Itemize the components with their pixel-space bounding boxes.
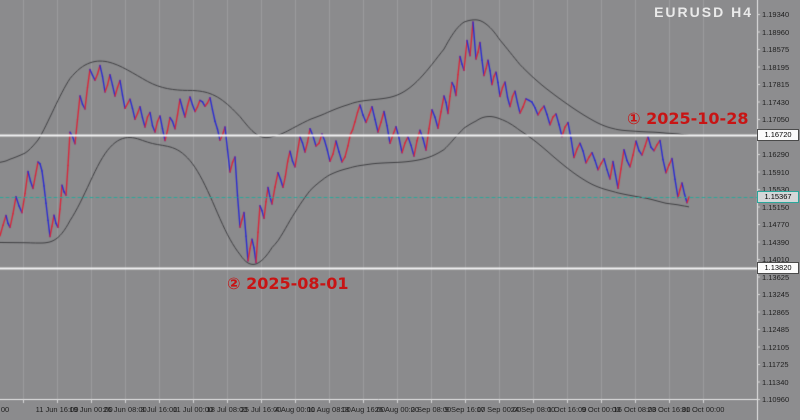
- time-axis-label: 25 Jul 16:00: [240, 405, 282, 414]
- annotation-1[interactable]: ① 2025-10-28: [627, 109, 749, 128]
- time-axis-label: 00: [0, 405, 10, 414]
- time-axis-label: 31 Oct 00:00: [681, 405, 725, 414]
- time-axis-label: 26 Jun 08:00: [103, 405, 147, 414]
- time-axis-label: 3 Jul 16:00: [140, 405, 178, 414]
- time-axis-label: 1 Oct 16:00: [547, 405, 587, 414]
- price-axis-label: 1.12105: [762, 342, 790, 352]
- price-axis-label: 1.18960: [762, 27, 790, 37]
- price-axis-label: 1.17050: [762, 115, 790, 124]
- price-axis-label: 1.18575: [762, 45, 790, 54]
- time-axis-label: 26 Aug 00:00: [374, 405, 420, 414]
- time-axis-label: 16 Oct 08:00: [613, 405, 657, 414]
- time-axis-label: 9 Sep 16:00: [444, 405, 486, 414]
- hline-price-tag: 1.16720: [757, 128, 799, 141]
- price-axis-label: 1.18195: [762, 62, 790, 72]
- price-axis-label: 1.14770: [762, 220, 790, 229]
- price-axis-label: 1.14010: [762, 255, 790, 264]
- time-axis-label: 4 Aug 00:00: [274, 405, 316, 414]
- price-axis-label: 1.14390: [762, 237, 790, 247]
- time-axis-label: 18 Jul 08:00: [206, 405, 248, 414]
- price-axis-label: 1.17815: [762, 80, 790, 89]
- price-axis-label: 1.12865: [762, 307, 790, 317]
- price-axis-label: 1.15150: [762, 202, 790, 212]
- price-axis-label: 1.11340: [762, 377, 789, 387]
- price-axis-label: 1.11725: [762, 360, 789, 369]
- price-axis-label: 1.10960: [762, 395, 790, 404]
- price-axis-label: 1.13245: [762, 290, 790, 299]
- price-axis-label: 1.17430: [762, 97, 790, 107]
- time-axis-label: 19 Jun 00:00: [69, 405, 113, 414]
- annotation-2[interactable]: ② 2025-08-01: [227, 274, 349, 293]
- price-axis-label: 1.15530: [762, 185, 790, 194]
- time-axis-label: 11 Jun 16:00: [35, 405, 79, 414]
- hline-price-tag: 1.13820: [757, 262, 799, 275]
- price-axis-label: 1.15910: [762, 167, 790, 177]
- time-axis-label: 11 Jul 00:00: [172, 405, 214, 414]
- time-axis-label: 2 Sep 08:00: [410, 405, 452, 414]
- time-axis-label: 9 Oct 00:00: [581, 405, 621, 414]
- time-axis-label: 23 Oct 16:00: [647, 405, 691, 414]
- price-axis-label: 1.16290: [762, 150, 790, 159]
- time-axis-label: 18 Aug 16:00: [340, 405, 386, 414]
- price-axis-label: 1.19340: [762, 10, 790, 19]
- symbol-title: EURUSD H4: [654, 4, 753, 20]
- time-axis-label: 11 Aug 08:00: [307, 405, 351, 414]
- time-axis-label: 17 Sep 00:00: [476, 405, 522, 414]
- current-price-tag: 1.15367: [757, 190, 799, 203]
- price-axis-label: 1.13625: [762, 272, 790, 282]
- price-axis-label: 1.12485: [762, 325, 790, 334]
- time-axis-label: 24 Sep 08:00: [510, 405, 556, 414]
